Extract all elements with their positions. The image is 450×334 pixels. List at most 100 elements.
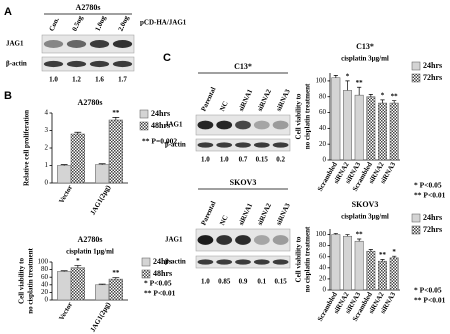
y-tick-label: 40 xyxy=(319,263,327,271)
error-bar xyxy=(357,86,362,96)
y-tick-label: 60 xyxy=(319,252,327,260)
bar xyxy=(343,90,352,161)
band xyxy=(89,60,110,68)
band xyxy=(253,142,270,148)
lane-label: siRNA2 xyxy=(256,88,273,113)
significance-mark: * xyxy=(76,257,80,265)
band xyxy=(216,259,233,265)
annotation: * P<0.05 xyxy=(414,181,442,190)
legend-swatch xyxy=(139,109,149,119)
significance-mark: ** xyxy=(391,92,399,100)
y-tick-label: 1 xyxy=(45,161,49,169)
lane-label: siRNA2 xyxy=(256,202,273,227)
y-tick-label: 100 xyxy=(316,230,327,238)
bar xyxy=(95,164,110,184)
band xyxy=(272,259,289,265)
band xyxy=(197,120,214,130)
chart-title: C13* xyxy=(356,42,374,51)
y-tick-label: 0 xyxy=(45,296,49,304)
bar xyxy=(95,284,110,301)
error-bar xyxy=(392,100,397,104)
lane-label: NC xyxy=(218,100,230,113)
legend-label: 24hrs xyxy=(151,109,170,118)
quantification: 1.0 xyxy=(49,76,58,84)
annotation: ** P<0.01 xyxy=(414,191,446,200)
quantification: 1.0 xyxy=(201,278,210,286)
x-tick-label: JAG1(2μg) xyxy=(89,183,113,216)
x-tick-label: Vector xyxy=(57,301,74,322)
row-label: JAG1 xyxy=(6,40,24,48)
y-tick-label: 40 xyxy=(41,280,49,288)
band xyxy=(216,235,233,245)
band xyxy=(272,235,289,245)
y-axis-label: no cisplatin treatment xyxy=(27,248,35,314)
significance-mark: * xyxy=(381,92,385,100)
band xyxy=(197,259,214,265)
bar xyxy=(389,102,399,161)
annotation: * P<0.05 xyxy=(144,279,172,288)
x-tick-label: JAG1(2μg) xyxy=(89,300,113,333)
error-bar xyxy=(98,163,106,165)
band xyxy=(216,120,233,130)
lane-label: siRNA3 xyxy=(275,202,292,227)
quantification: 1.0 xyxy=(220,156,229,164)
significance-mark: ** xyxy=(112,269,120,277)
y-axis-label: Cell viability to xyxy=(18,258,26,304)
band xyxy=(89,40,110,48)
band xyxy=(112,40,133,48)
y-tick-label: 20 xyxy=(319,140,327,148)
error-bar xyxy=(98,283,106,285)
annotation: * P<0.05 xyxy=(414,286,442,295)
legend-swatch xyxy=(411,225,421,235)
legend-swatch xyxy=(411,73,421,83)
bar xyxy=(378,102,387,161)
row-label: β-actin xyxy=(165,141,186,149)
bar xyxy=(354,240,364,291)
legend-label: 24hrs xyxy=(423,213,442,222)
band xyxy=(197,235,214,245)
x-tick-label: Vector xyxy=(57,184,74,205)
error-bar xyxy=(60,270,68,272)
blot-strip xyxy=(41,34,135,54)
y-tick-label: 0 xyxy=(323,286,327,294)
y-axis-label: Cell viability to xyxy=(295,236,303,282)
chart-title: A2780s xyxy=(78,235,103,244)
quantification: 0.9 xyxy=(239,278,248,286)
y-tick-label: 4 xyxy=(45,109,49,117)
y-tick-label: 60 xyxy=(319,108,327,116)
y-tick-label: 0 xyxy=(45,179,49,187)
significance-mark: ** xyxy=(356,231,364,239)
y-tick-label: 80 xyxy=(41,265,49,273)
annotation: ** P<0.01 xyxy=(144,289,176,298)
legend-label: 48hrs xyxy=(153,269,172,278)
y-tick-label: 0 xyxy=(323,156,327,164)
quantification: 0.2 xyxy=(276,156,285,164)
bar xyxy=(70,133,85,184)
row-label: JAG1 xyxy=(165,121,183,129)
legend-swatch xyxy=(139,121,149,131)
quantification: 0.7 xyxy=(239,156,248,164)
panel-label: B xyxy=(4,90,12,102)
annotation: ** P=0.002 xyxy=(142,137,177,146)
row-label: β-actin xyxy=(165,258,186,266)
quantification: 1.6 xyxy=(95,76,104,84)
significance-mark: ** xyxy=(112,109,120,117)
row-label: JAG1 xyxy=(165,236,183,244)
y-tick-label: 100 xyxy=(316,77,327,85)
row-label: β-actin xyxy=(6,60,27,68)
lane-label: 0.5ug xyxy=(71,14,85,32)
quantification: 0.15 xyxy=(256,156,269,164)
y-tick-label: 20 xyxy=(319,275,327,283)
band xyxy=(197,142,214,148)
error-bar xyxy=(380,99,385,104)
legend-swatch xyxy=(141,269,151,279)
lane-label: Parental xyxy=(199,86,217,113)
band xyxy=(216,142,233,148)
band xyxy=(66,60,87,68)
chart-subtitle: cisplatin 3μg/ml xyxy=(341,213,389,221)
error-bar xyxy=(112,117,120,120)
y-tick-label: 3 xyxy=(45,126,49,134)
y-tick-label: 80 xyxy=(319,241,327,249)
y-axis-label: Relative cell proliferation xyxy=(23,110,31,186)
